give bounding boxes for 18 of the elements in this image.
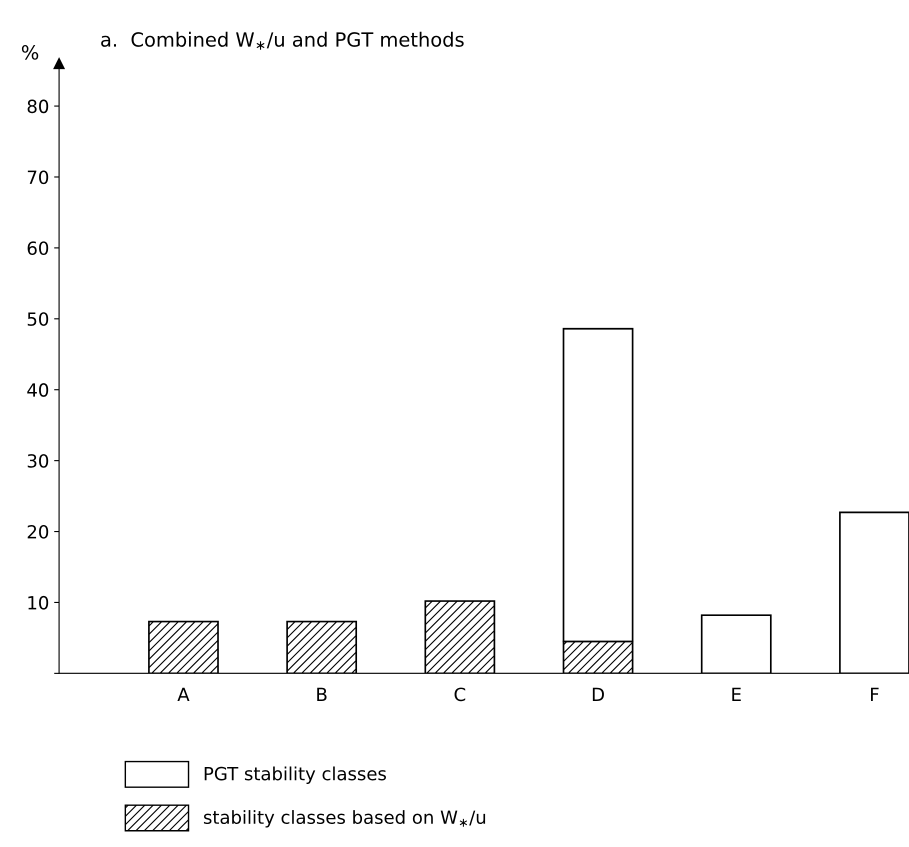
legend-label: PGT stability classes xyxy=(204,766,386,784)
x-tick-label: E xyxy=(732,688,741,701)
x-tick-label: B xyxy=(317,688,327,701)
y-tick-label: 80 xyxy=(28,100,48,114)
y-tick-label: 30 xyxy=(28,454,48,468)
y-tick-label: 40 xyxy=(27,383,48,397)
y-tick-label: 20 xyxy=(28,525,48,539)
y-tick-label: 70 xyxy=(28,170,48,184)
x-tick-label: C xyxy=(454,688,466,702)
y-tick-label: 50 xyxy=(28,312,48,326)
x-tick-label: A xyxy=(177,688,190,701)
legend-label: stability classes based on W$_{∗}$/u xyxy=(204,810,486,828)
chart-title: a. Combined W$_{∗}$/u and PGT methods xyxy=(101,32,464,50)
y-tick-label: 60 xyxy=(28,241,48,256)
x-tick-label: D xyxy=(592,688,604,701)
y-tick-label: 10 xyxy=(28,596,48,610)
x-tick-label: F xyxy=(871,688,879,701)
y-axis-title: % xyxy=(22,45,38,60)
